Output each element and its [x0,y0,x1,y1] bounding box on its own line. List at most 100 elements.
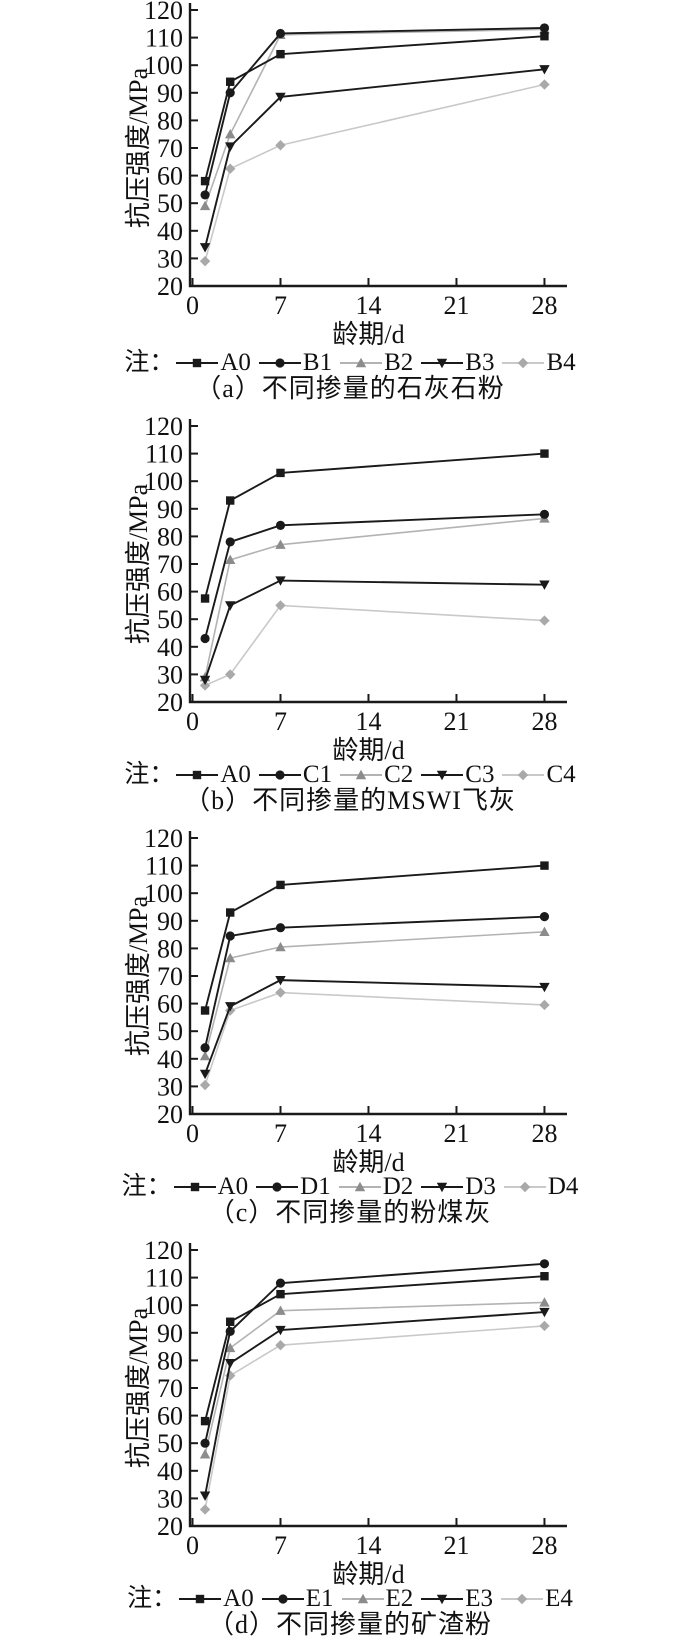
legend-marker-diamond-icon [502,357,545,369]
legend-label-C2: C2 [384,761,414,788]
svg-text:120: 120 [144,1236,183,1265]
legend-item-C3: C3 [421,762,494,788]
legend-marker-square-icon [176,770,219,780]
svg-text:100: 100 [144,51,183,80]
svg-text:80: 80 [157,106,183,135]
svg-text:20: 20 [157,688,183,717]
legend-label-E3: E3 [465,1585,494,1612]
chart-panel-c: 20 30 40 50 60 70 80 90 100 110 120 0 7 14 21 28 龄期/d 抗压强… [0,814,700,1226]
legend-item-C2: C2 [340,762,413,788]
legend-marker-diamond-icon [503,1181,546,1193]
legend-marker-diamond-icon [501,1593,544,1605]
chart-c-caption: （c）不同掺量的粉煤灰 [208,1198,492,1227]
svg-text:20: 20 [157,1100,183,1129]
chart-b-caption: （b）不同掺量的MSWI飞灰 [184,786,516,815]
legend-marker-triangle-up-icon [340,769,383,780]
legend-label-B3: B3 [465,349,495,376]
legend-label-A0: A0 [220,761,251,788]
svg-text:21: 21 [443,291,469,320]
svg-text:7: 7 [274,1119,287,1148]
svg-text:30: 30 [157,1484,183,1513]
svg-text:90: 90 [157,907,183,936]
svg-text:0: 0 [186,1531,199,1560]
legend-item-D1: D1 [256,1174,331,1200]
legend-marker-triangle-down-icon [421,1594,464,1605]
legend-item-B2: B2 [340,350,413,376]
svg-text:0: 0 [186,1119,199,1148]
svg-text:龄期/d: 龄期/d [332,320,404,349]
legend-label-B4: B4 [546,349,576,376]
svg-text:110: 110 [145,852,183,881]
legend-label-B2: B2 [384,349,414,376]
svg-text:100: 100 [144,879,183,908]
svg-text:20: 20 [157,1512,183,1541]
chart-panel-a: 20 30 40 50 60 70 80 90 100 110 120 0 7 14 21 28 龄期/d 抗压强… [0,0,700,402]
svg-text:20: 20 [157,272,183,301]
legend-item-E1: E1 [261,1586,334,1612]
legend-item-B3: B3 [421,350,494,376]
legend-prefix: 注： [124,349,175,376]
legend-prefix: 注： [127,1585,178,1612]
legend-label-C3: C3 [465,761,495,788]
svg-text:110: 110 [145,440,183,469]
svg-text:28: 28 [531,1531,557,1560]
legend-item-A0: A0 [179,1586,254,1612]
chart-b-legend: 注： A0 C1 C2 C3 C4 [0,762,700,788]
svg-text:21: 21 [443,1531,469,1560]
legend-marker-triangle-down-icon [421,358,464,369]
legend-prefix: 注： [124,761,175,788]
svg-text:70: 70 [157,550,183,579]
chart-d-caption: （d）不同掺量的矿渣粉 [207,1610,492,1638]
legend-marker-triangle-up-icon [341,1593,384,1604]
legend-label-E2: E2 [385,1585,414,1612]
legend-marker-triangle-down-icon [421,770,464,781]
svg-text:110: 110 [145,1264,183,1293]
legend-marker-square-icon [176,358,219,368]
legend-label-C1: C1 [302,761,333,788]
legend-item-A0: A0 [176,762,251,788]
legend-label-D3: D3 [465,1173,496,1200]
chart-a-legend: 注： A0 B1 B2 B3 B4 [0,350,700,376]
legend-marker-diamond-icon [502,769,545,781]
svg-text:110: 110 [145,24,183,53]
svg-text:80: 80 [157,934,183,963]
legend-label-B1: B1 [302,349,333,376]
legend-item-B1: B1 [258,349,333,376]
svg-text:100: 100 [144,1291,183,1320]
legend-marker-triangle-down-icon [421,1182,464,1193]
chart-d-legend: 注： A0 E1 E2 E3 E4 [0,1586,700,1612]
svg-text:60: 60 [157,990,183,1019]
legend-item-B4: B4 [502,349,576,376]
svg-text:14: 14 [355,291,381,320]
legend-label-D2: D2 [382,1173,414,1200]
svg-text:7: 7 [274,707,287,736]
chart-panel-b: 20 30 40 50 60 70 80 90 100 110 120 0 7 14 21 28 龄期/d 抗压强… [0,402,700,814]
svg-text:70: 70 [157,962,183,991]
legend-item-A0: A0 [176,350,251,376]
svg-text:龄期/d: 龄期/d [332,1560,404,1586]
legend-item-E3: E3 [421,1586,493,1612]
svg-text:60: 60 [157,1402,183,1431]
svg-text:14: 14 [355,1531,381,1560]
svg-text:100: 100 [144,467,183,496]
svg-text:80: 80 [157,1346,183,1375]
legend-prefix: 注： [121,1173,172,1200]
legend-label-E4: E4 [545,1585,573,1612]
svg-text:28: 28 [531,291,557,320]
svg-text:50: 50 [157,189,183,218]
svg-text:抗压强度/MPa: 抗压强度/MPa [124,1307,153,1468]
svg-text:120: 120 [144,0,183,25]
legend-marker-triangle-up-icon [338,1181,381,1192]
svg-text:50: 50 [157,605,183,634]
svg-text:30: 30 [157,244,183,273]
svg-text:抗压强度/MPa: 抗压强度/MPa [124,483,153,644]
svg-text:40: 40 [157,217,183,246]
svg-text:80: 80 [157,522,183,551]
svg-text:7: 7 [274,291,287,320]
svg-text:龄期/d: 龄期/d [332,1148,404,1174]
svg-text:70: 70 [157,1374,183,1403]
svg-text:90: 90 [157,495,183,524]
